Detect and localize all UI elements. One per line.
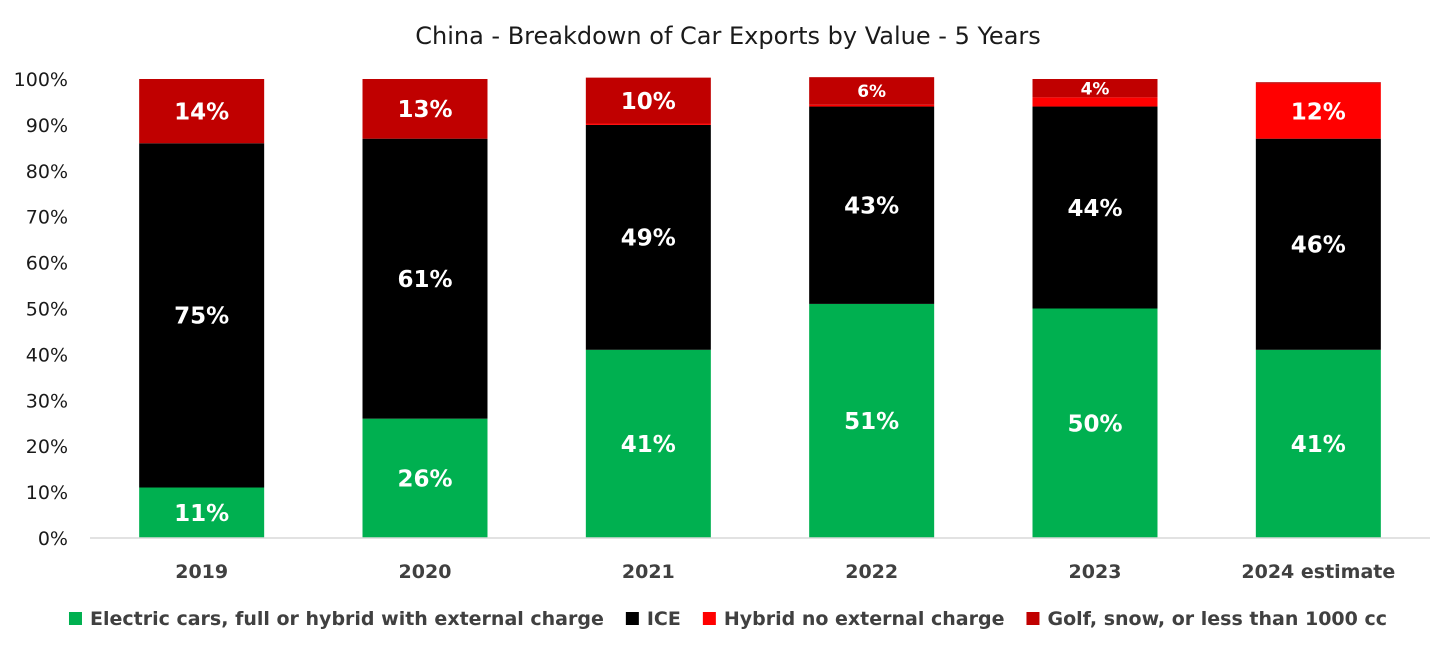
- data-label: 46%: [1291, 233, 1346, 259]
- legend-swatch: [1026, 612, 1040, 625]
- data-label: 11%: [174, 501, 229, 527]
- data-label: 6%: [857, 82, 886, 102]
- bar-segment: [1255, 83, 1381, 139]
- legend-label: Hybrid no external charge: [724, 608, 1005, 630]
- x-tick-label: 2023: [1069, 561, 1122, 583]
- data-label: 41%: [1291, 432, 1346, 458]
- x-tick-label: 2021: [622, 561, 675, 583]
- legend-swatch: [702, 612, 716, 625]
- y-tick-label: 20%: [26, 436, 68, 458]
- x-tick-label: 2019: [175, 561, 228, 583]
- data-label: 75%: [174, 304, 229, 330]
- bar-segment: [585, 349, 711, 538]
- data-label: 13%: [397, 97, 452, 123]
- legend-item: Golf, snow, or less than 1000 cc: [1026, 608, 1387, 630]
- bar-segment: [362, 79, 488, 139]
- bar-segment: [585, 123, 711, 125]
- chart-title: China - Breakdown of Car Exports by Valu…: [415, 22, 1041, 50]
- x-axis: 2019 2020 2021 2022 2023 2024 estimate: [90, 537, 1430, 583]
- bar-segment: [1032, 308, 1158, 538]
- bar-stack: 41% 49% 10%: [585, 77, 711, 538]
- bar-segment: [809, 303, 935, 538]
- y-tick-label: 80%: [26, 161, 68, 183]
- bar-segment: [585, 77, 711, 124]
- bar-segment: [1032, 97, 1158, 107]
- bar-segment: [139, 143, 265, 488]
- bar-stack: 41% 46% 12%: [1255, 82, 1381, 538]
- data-label: 14%: [174, 99, 229, 125]
- legend-item: ICE: [625, 608, 681, 630]
- legend-label: Golf, snow, or less than 1000 cc: [1047, 608, 1387, 630]
- x-tick-label: 2024 estimate: [1241, 561, 1395, 583]
- data-label: 41%: [621, 432, 676, 458]
- bar-stack: 11% 75% 14%: [139, 79, 265, 538]
- bar-segment: [1032, 106, 1158, 309]
- legend-label: ICE: [647, 608, 681, 630]
- data-label: 49%: [621, 226, 676, 252]
- data-label: 12%: [1291, 99, 1346, 125]
- bar-segment: [362, 418, 488, 538]
- bar-segment: [1255, 138, 1381, 350]
- bar-segment: [362, 138, 488, 419]
- data-label: 50%: [1067, 412, 1122, 438]
- bar-segment: [1255, 349, 1381, 538]
- y-tick-label: 0%: [38, 528, 68, 550]
- x-tick-label: 2020: [399, 561, 452, 583]
- legend-item: Electric cars, full or hybrid with exter…: [68, 608, 604, 630]
- bar-segment: [139, 487, 265, 538]
- bar-segment: [139, 79, 265, 144]
- data-label: 43%: [844, 194, 899, 220]
- data-label: 4%: [1081, 79, 1110, 99]
- y-axis: 0% 10% 20% 30% 40% 50% 60% 70% 80% 90% 100%: [14, 69, 68, 550]
- bars: 11% 75% 14% 26% 61% 13% 41% 49% 10% 51% 43% 6% 50% 44…: [139, 77, 1381, 538]
- legend-swatch: [625, 612, 639, 625]
- y-tick-label: 90%: [26, 115, 68, 137]
- y-tick-label: 30%: [26, 390, 68, 412]
- bar-segment: [809, 77, 935, 105]
- y-tick-label: 40%: [26, 344, 68, 366]
- data-label: 10%: [621, 89, 676, 115]
- bar-segment: [809, 106, 935, 304]
- legend-swatch: [68, 612, 82, 625]
- bar-segment: [809, 104, 935, 107]
- data-label: 51%: [844, 409, 899, 435]
- bar-segment: [585, 124, 711, 350]
- y-tick-label: 70%: [26, 207, 68, 229]
- legend: Electric cars, full or hybrid with exter…: [68, 608, 1387, 630]
- y-tick-label: 100%: [14, 69, 68, 91]
- bar-segment: [1255, 82, 1381, 84]
- legend-label: Electric cars, full or hybrid with exter…: [90, 608, 604, 630]
- data-label: 61%: [397, 267, 452, 293]
- y-tick-label: 60%: [26, 253, 68, 275]
- bar-segment: [1032, 79, 1158, 98]
- x-tick-label: 2022: [845, 561, 898, 583]
- bar-stack: 51% 43% 6%: [809, 77, 935, 538]
- data-label: 44%: [1067, 196, 1122, 222]
- bar-stack: 26% 61% 13%: [362, 79, 488, 538]
- bar-stack: 50% 44% 4%: [1032, 79, 1158, 538]
- y-tick-label: 10%: [26, 482, 68, 504]
- data-label: 26%: [397, 467, 452, 493]
- legend-item: Hybrid no external charge: [702, 608, 1005, 630]
- y-tick-label: 50%: [26, 299, 68, 321]
